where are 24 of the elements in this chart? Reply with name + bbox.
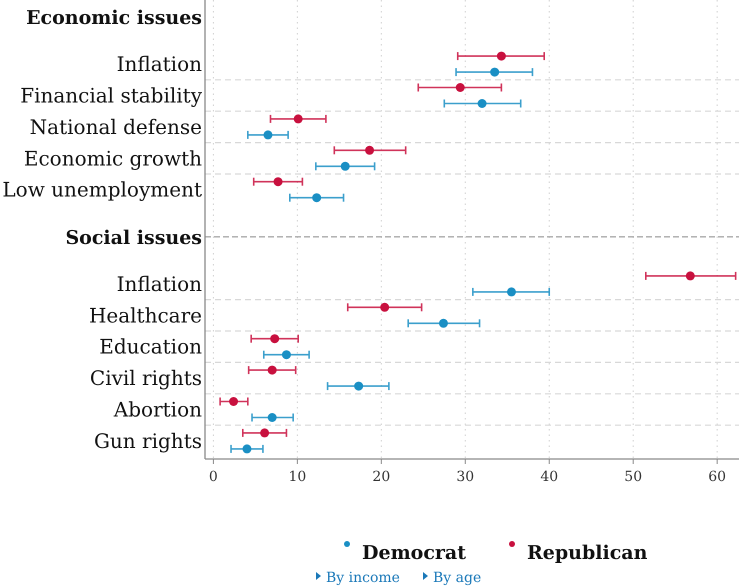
y-tick-label: Civil rights: [90, 366, 202, 390]
y-tick-label: Gun rights: [94, 428, 202, 453]
text: By age: [433, 570, 482, 586]
y-tick-label: Abortion: [112, 398, 202, 422]
y-tick-label: Economic growth: [24, 146, 202, 170]
y-tick-label: Financial stability: [20, 84, 203, 108]
x-tick-label: 40: [540, 469, 558, 485]
y-tick-label: Low unemployment: [2, 178, 202, 202]
x-tick-label: 10: [288, 469, 306, 485]
legend-label: Democrat: [362, 542, 466, 564]
y-tick-label: National defense: [30, 114, 202, 139]
x-tick-label: 0: [208, 469, 218, 485]
y-tick-label: Education: [99, 334, 202, 359]
y-tick-label: Inflation: [116, 52, 202, 76]
x-tick-label: 60: [708, 469, 726, 485]
y-tick-label: Social issues: [65, 226, 202, 249]
x-tick-label: 20: [372, 469, 390, 485]
text: By income: [326, 570, 400, 586]
y-tick-label: Inflation: [116, 272, 202, 296]
x-tick-label: 30: [456, 469, 474, 485]
y-tick-label: Economic issues: [26, 7, 202, 29]
y-tick-label: Healthcare: [88, 303, 202, 328]
x-tick-label: 50: [624, 469, 642, 485]
legend-label: Republican: [527, 542, 648, 564]
